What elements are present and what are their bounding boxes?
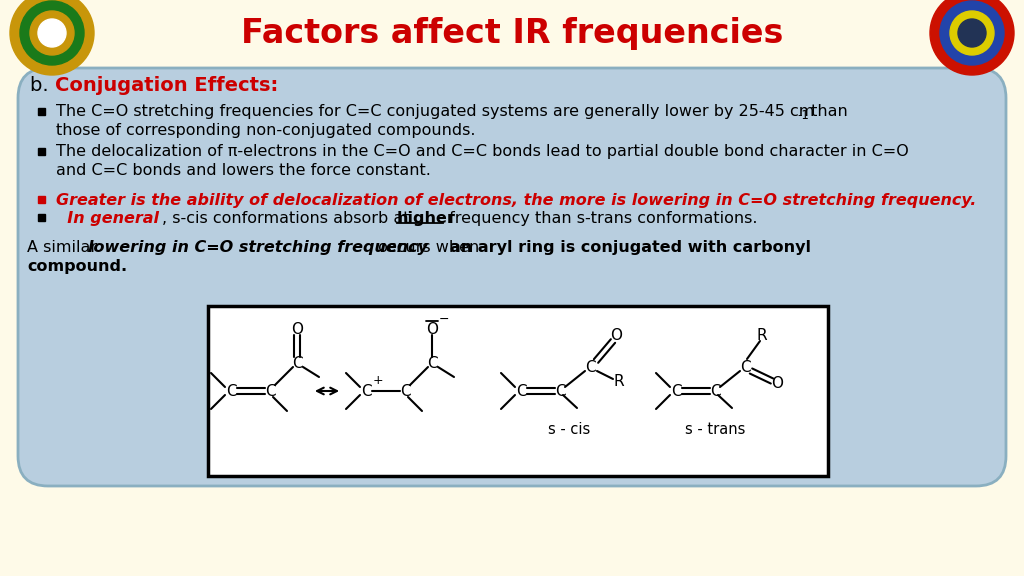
Text: C: C	[555, 384, 565, 399]
Text: C: C	[360, 384, 372, 399]
Text: occurs when: occurs when	[373, 240, 484, 255]
Text: Factors affect IR frequencies: Factors affect IR frequencies	[241, 17, 783, 50]
Bar	[38, 196, 45, 203]
Text: than: than	[806, 104, 848, 119]
Text: b.: b.	[30, 76, 61, 95]
Text: C: C	[264, 384, 275, 399]
Circle shape	[940, 1, 1004, 65]
Text: compound.: compound.	[27, 259, 127, 274]
Text: C: C	[710, 384, 720, 399]
Circle shape	[38, 19, 66, 47]
Text: C: C	[292, 355, 302, 370]
Text: frequency than s-trans conformations.: frequency than s-trans conformations.	[444, 211, 758, 226]
Bar	[38, 148, 45, 155]
Text: R: R	[757, 328, 767, 343]
Text: C: C	[225, 384, 237, 399]
Bar	[208, 306, 828, 476]
Text: O: O	[610, 328, 622, 343]
Text: C: C	[399, 384, 411, 399]
Text: R: R	[613, 374, 625, 389]
Circle shape	[30, 11, 74, 55]
Text: Conjugation Effects:: Conjugation Effects:	[55, 76, 279, 95]
Circle shape	[950, 11, 994, 55]
Text: C: C	[585, 359, 595, 374]
Text: C: C	[739, 359, 751, 374]
Circle shape	[930, 0, 1014, 75]
Bar	[38, 214, 45, 221]
Text: +: +	[373, 373, 383, 386]
Text: C: C	[516, 384, 526, 399]
Text: −: −	[438, 313, 450, 325]
Text: an aryl ring is conjugated with carbonyl: an aryl ring is conjugated with carbonyl	[450, 240, 811, 255]
Text: A similar: A similar	[27, 240, 102, 255]
Text: The delocalization of π-electrons in the C=O and C=C bonds lead to partial doubl: The delocalization of π-electrons in the…	[56, 144, 908, 159]
Text: In general: In general	[56, 211, 159, 226]
Text: -1: -1	[797, 109, 809, 122]
Bar	[38, 108, 45, 115]
Text: higher: higher	[397, 211, 456, 226]
Text: those of corresponding non-conjugated compounds.: those of corresponding non-conjugated co…	[56, 123, 475, 138]
Text: C: C	[427, 355, 437, 370]
FancyBboxPatch shape	[18, 68, 1006, 486]
Text: The C=O stretching frequencies for C=C conjugated systems are generally lower by: The C=O stretching frequencies for C=C c…	[56, 104, 814, 119]
Text: C: C	[671, 384, 681, 399]
Text: O: O	[291, 321, 303, 336]
Text: O: O	[426, 321, 438, 336]
Circle shape	[20, 1, 84, 65]
Text: s - cis: s - cis	[548, 422, 590, 437]
Text: O: O	[771, 377, 783, 392]
Circle shape	[958, 19, 986, 47]
Text: Greater is the ability of delocalization of electrons, the more is lowering in C: Greater is the ability of delocalization…	[56, 193, 976, 208]
Text: s - trans: s - trans	[685, 422, 745, 437]
Text: , s-cis conformations absorb at: , s-cis conformations absorb at	[162, 211, 415, 226]
Circle shape	[10, 0, 94, 75]
Text: lowering in C=O stretching frequency: lowering in C=O stretching frequency	[88, 240, 428, 255]
Text: and C=C bonds and lowers the force constant.: and C=C bonds and lowers the force const…	[56, 163, 431, 178]
